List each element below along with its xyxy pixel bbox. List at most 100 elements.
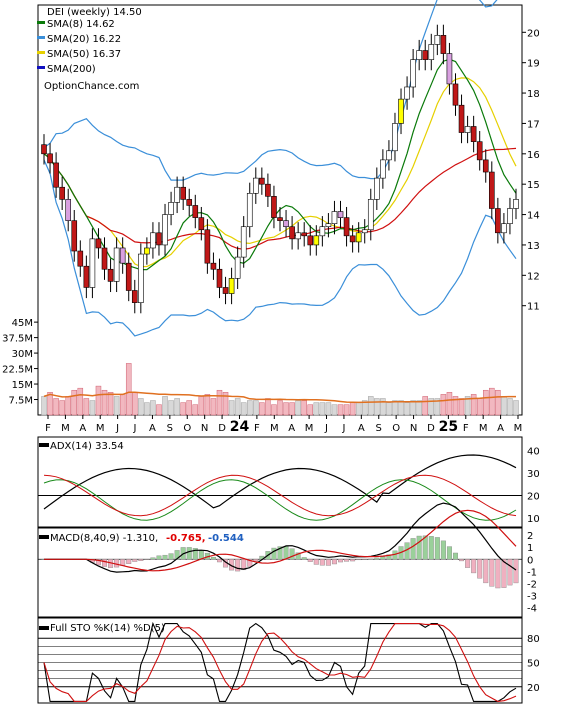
candle-body <box>119 247 126 264</box>
axis-layer: 2019181716151413121145M37.5M30M22.5M15M7… <box>2 28 540 693</box>
candle-body <box>228 278 235 294</box>
candle-body <box>319 226 326 237</box>
macd-histogram-bar <box>471 559 477 574</box>
macd-histogram-bar <box>114 559 120 568</box>
volume-bar <box>458 398 465 416</box>
macd-histogram-bar <box>325 559 331 566</box>
x-tick-label: M <box>61 423 70 434</box>
candle-body <box>398 98 404 124</box>
sto-d-line <box>43 623 517 702</box>
adx-line <box>43 454 517 510</box>
macd-histogram-bar <box>126 559 132 564</box>
x-tick-label: N <box>410 423 417 434</box>
macd-histogram-bar <box>501 559 507 588</box>
volume-bar <box>482 389 489 416</box>
volume-bar <box>186 400 192 416</box>
volume-bar <box>222 392 229 416</box>
volume-bar <box>307 404 314 416</box>
candle-body <box>434 35 441 45</box>
candle-body <box>210 262 217 270</box>
candle-body <box>125 262 132 291</box>
macd-histogram-bar <box>477 559 483 579</box>
macd-panel-title: MACD(8,40,9) -1.310, <box>50 533 158 544</box>
x-tick-label: F <box>45 423 51 434</box>
candle-body <box>113 247 120 282</box>
macd-line <box>44 502 517 573</box>
volume-bar <box>113 396 120 416</box>
volume-bar <box>343 404 350 416</box>
volume-bar <box>325 402 332 416</box>
macd-histogram-bar <box>434 537 440 560</box>
macd-histogram-bar <box>295 552 301 560</box>
price-tick-label: 13 <box>527 241 540 252</box>
candle-body <box>192 205 199 218</box>
volume-bar <box>259 402 265 416</box>
candle-body <box>440 35 447 54</box>
volume-bar <box>513 400 519 416</box>
candle-body <box>95 238 102 249</box>
candle-body <box>488 171 495 209</box>
macd-histogram-bar <box>301 557 307 560</box>
macd-histogram-bar <box>132 559 138 562</box>
adx-tick-label: 40 <box>527 447 540 458</box>
candle-body <box>410 59 416 88</box>
volume-bar <box>501 396 507 416</box>
candle-body <box>59 186 65 200</box>
volume-average-line <box>43 391 516 404</box>
x-tick-label: M <box>305 423 314 434</box>
volume-bar <box>41 396 47 416</box>
candle-body <box>349 235 356 243</box>
volume-bar <box>138 398 144 416</box>
adx-tick-label: 20 <box>527 492 540 503</box>
candle-body <box>464 126 471 133</box>
volume-bar <box>277 400 283 416</box>
macd-histogram-bar <box>410 538 416 560</box>
volume-bar <box>156 404 162 416</box>
candle-body <box>234 256 241 279</box>
x-tick-label: M <box>514 423 523 434</box>
candle-body <box>83 265 90 288</box>
macd-signal-line <box>44 509 517 572</box>
volume-bar <box>416 400 422 416</box>
macd-hist-label: -0.544 <box>208 533 244 544</box>
macd-histogram-bar <box>253 559 259 562</box>
watermark: OptionChance.com <box>44 81 139 92</box>
macd-histogram-bar <box>489 559 495 587</box>
x-tick-label: 25 <box>439 419 458 435</box>
x-tick-label: J <box>133 423 137 434</box>
x-tick-label: N <box>201 423 208 434</box>
macd-histogram-bar <box>374 557 380 560</box>
macd-histogram-bar <box>289 548 295 560</box>
candle-body <box>41 144 47 155</box>
panel-frame <box>37 436 523 528</box>
candle-body <box>150 232 156 249</box>
macd-histogram-bar <box>380 556 386 560</box>
price-tick-label: 16 <box>527 150 540 161</box>
price-tick-label: 11 <box>527 302 540 313</box>
volume-tick-label: 37.5M <box>2 334 33 345</box>
volume-bar <box>107 392 114 416</box>
x-tick-label: S <box>376 423 382 434</box>
candle-body <box>156 232 162 246</box>
candle-body <box>240 226 247 258</box>
legend-swatch-sma8 <box>37 21 45 24</box>
volume-bar <box>489 387 495 416</box>
macd-histogram-bar <box>495 559 501 589</box>
ticker-label: DEI (weekly) 14.50 <box>47 7 142 18</box>
volume-bar <box>180 402 186 416</box>
candle-body <box>180 186 186 200</box>
candle-body <box>422 50 429 60</box>
candle-body <box>470 126 477 142</box>
adx-panel-title: ADX(14) 33.54 <box>50 441 124 452</box>
volume-bar <box>404 402 410 416</box>
macd-tick-label: -4 <box>527 603 537 614</box>
volume-bar <box>132 392 138 416</box>
candle-body <box>458 104 465 133</box>
candle-body <box>77 250 84 267</box>
candle-body <box>259 177 265 185</box>
candle-body <box>416 50 422 60</box>
volume-tick-label: 22.5M <box>2 365 33 376</box>
macd-histogram-bar <box>138 559 144 561</box>
macd-histogram-bar <box>344 559 350 562</box>
